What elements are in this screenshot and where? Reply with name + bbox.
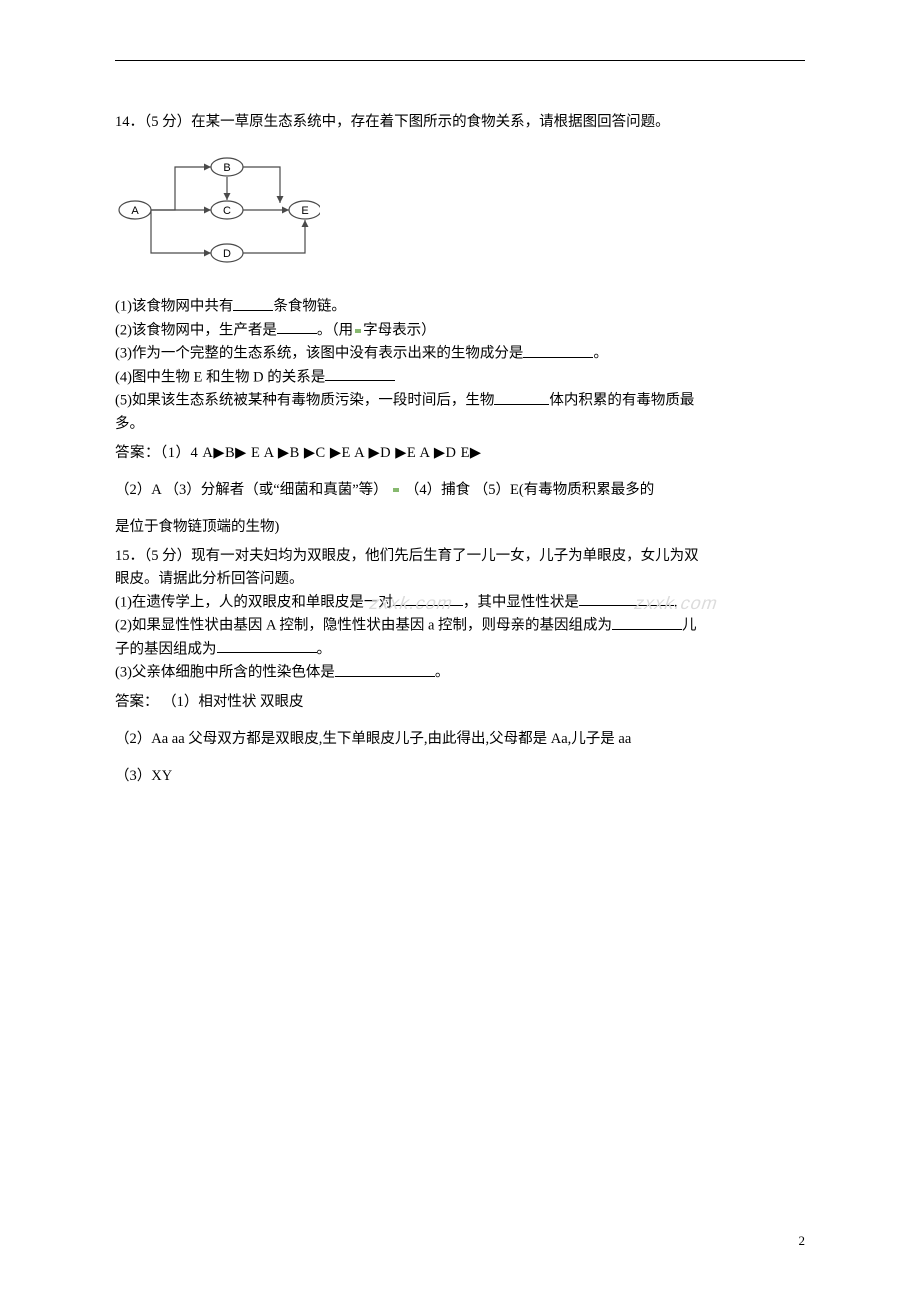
q14-sub2: (2)该食物网中，生产者是 。（用字母表示） [115,320,805,342]
q14-stem: 14．（5 分）在某一草原生态系统中，存在着下图所示的食物关系，请根据图回答问题… [115,112,805,133]
q15-stem1: 15．（5 分）现有一对夫妇均为双眼皮，他们先后生育了一儿一女，儿子为单眼皮，女… [115,546,805,567]
text: (1)在遗传学上，人的双眼皮和单眼皮是一对 [115,594,393,610]
text: ，其中显性性状是 [463,594,579,610]
blank [335,662,435,677]
q15-sub2b: 子的基因组成为 。 [115,639,805,661]
text: 条食物链。 [273,299,346,315]
text: （2）A （3）分解者（或“细菌和真菌”等） [115,482,391,498]
blank [494,390,549,405]
text: (3)父亲体细胞中所含的性染色体是 [115,665,335,681]
q14-sub4: (4)图中生物 E 和生物 D 的关系是 [115,367,805,389]
q14-sub5a: (5)如果该生态系统被某种有毒物质污染，一段时间后，生物 体内积累的有毒物质最 [115,390,805,412]
blank [233,296,273,311]
text: 。 [317,641,332,657]
q14-sub3: (3)作为一个完整的生态系统，该图中没有表示出来的生物成分是 。 [115,343,805,365]
text: (2)如果显性性状由基因 A 控制，隐性性状由基因 a 控制，则母亲的基因组成为 [115,618,612,634]
svg-text:D: D [223,248,231,260]
blank [579,592,674,607]
page-number: 2 [799,1233,806,1249]
header-rule [115,60,805,61]
text: (2)该食物网中，生产者是 [115,322,277,338]
q15-sub2a: (2)如果显性性状由基因 A 控制，隐性性状由基因 a 控制，则母亲的基因组成为… [115,615,805,637]
q14-sub5b: 多。 [115,414,805,435]
text: (3)作为一个完整的生态系统，该图中没有表示出来的生物成分是 [115,346,523,362]
text: 体内积累的有毒物质最 [549,393,694,409]
text: (5)如果该生态系统被某种有毒物质污染，一段时间后，生物 [115,393,494,409]
blank [217,639,317,654]
svg-text:E: E [301,205,308,217]
q15-ans1: 答案： （1）相对性状 双眼皮 [115,692,805,713]
text: 子的基因组成为 [115,641,217,657]
blank [393,592,463,607]
q15-sub3: (3)父亲体细胞中所含的性染色体是 。 [115,662,805,684]
q14-ans1: 答案：（1）4 A▶B▶ E A ▶B ▶C ▶E A ▶D ▶E A ▶D E… [115,443,805,464]
text: （4）捕食 （5）E(有毒物质积累最多的 [401,482,654,498]
text: 儿 [682,618,697,634]
text: 。 [435,665,450,681]
q14-ans2: （2）A （3）分解者（或“细菌和真菌”等） （4）捕食 （5）E(有毒物质积累… [115,480,805,501]
q15-stem2: 眼皮。请据此分析回答问题。 [115,569,805,590]
q15-ans3: （3）XY [115,766,805,787]
text: . [674,594,678,610]
svg-text:C: C [223,205,231,217]
text: 多。 [115,416,144,432]
svg-text:B: B [223,162,230,174]
q15-ans2: （2）Aa aa 父母双方都是双眼皮,生下单眼皮儿子,由此得出,父母都是 Aa,… [115,729,805,750]
artifact-dot [393,488,399,492]
q14-diagram: A B C D E [115,155,805,272]
text: (4)图中生物 E 和生物 D 的关系是 [115,369,325,385]
svg-text:A: A [131,205,139,217]
text: 。（用 [317,322,353,338]
blank [325,367,395,382]
q14-ans3: 是位于食物链顶端的生物) [115,517,805,538]
artifact-dot [355,329,361,333]
blank [277,320,317,335]
q14-sub1: (1)该食物网中共有 条食物链。 [115,296,805,318]
text: (1)该食物网中共有 [115,299,233,315]
blank [612,615,682,630]
blank [523,343,593,358]
q15-sub1: (1)在遗传学上，人的双眼皮和单眼皮是一对，其中显性性状是. zxxk.com … [115,592,805,614]
page-content: 14．（5 分）在某一草原生态系统中，存在着下图所示的食物关系，请根据图回答问题… [115,112,805,789]
text: 字母表示） [363,322,436,338]
text: 。 [593,346,608,362]
